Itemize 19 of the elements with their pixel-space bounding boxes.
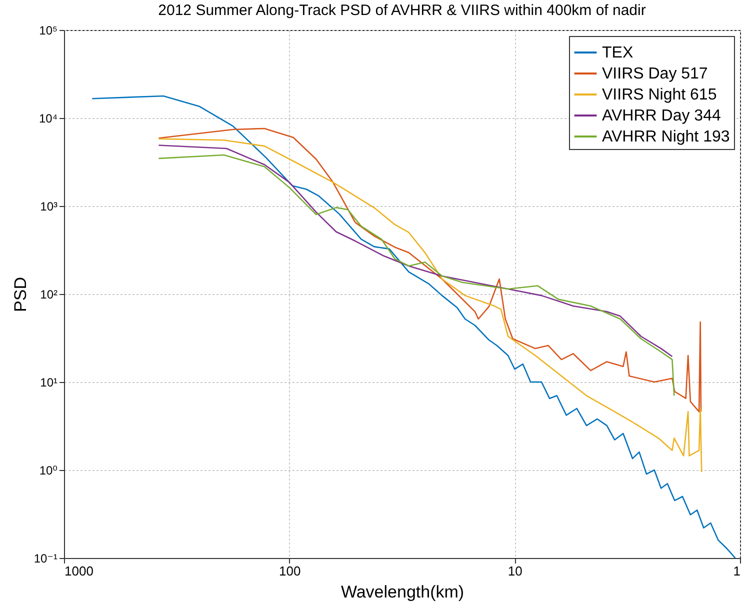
y-tick-label: 10⁵ (39, 24, 58, 38)
x-tick-label: 10 (508, 564, 522, 578)
x-tick-label: 1 (733, 564, 740, 578)
chart-title: 2012 Summer Along-Track PSD of AVHRR & VIIRS within 400km of nadir (158, 2, 646, 19)
x-tick-label: 100 (278, 564, 301, 578)
x-tick-label: 1000 (64, 564, 94, 578)
y-tick-label: 10¹ (40, 376, 58, 390)
y-axis-title: PSD (10, 277, 30, 312)
legend-label: AVHRR Night 193 (602, 128, 730, 146)
legend-label: AVHRR Day 344 (602, 108, 721, 124)
y-tick-label: 10⁰ (39, 464, 58, 478)
y-tick-label: 10² (40, 288, 58, 302)
y-tick-label: 10³ (40, 200, 58, 214)
y-tick-label: 10⁴ (38, 112, 58, 126)
legend-label: VIIRS Night 615 (602, 86, 717, 104)
y-tick-label: 10⁻¹ (34, 552, 58, 566)
legend-label: VIIRS Day 517 (602, 66, 708, 82)
legend-label: TEX (602, 44, 634, 62)
x-axis-title: Wavelength(km) (340, 582, 464, 602)
